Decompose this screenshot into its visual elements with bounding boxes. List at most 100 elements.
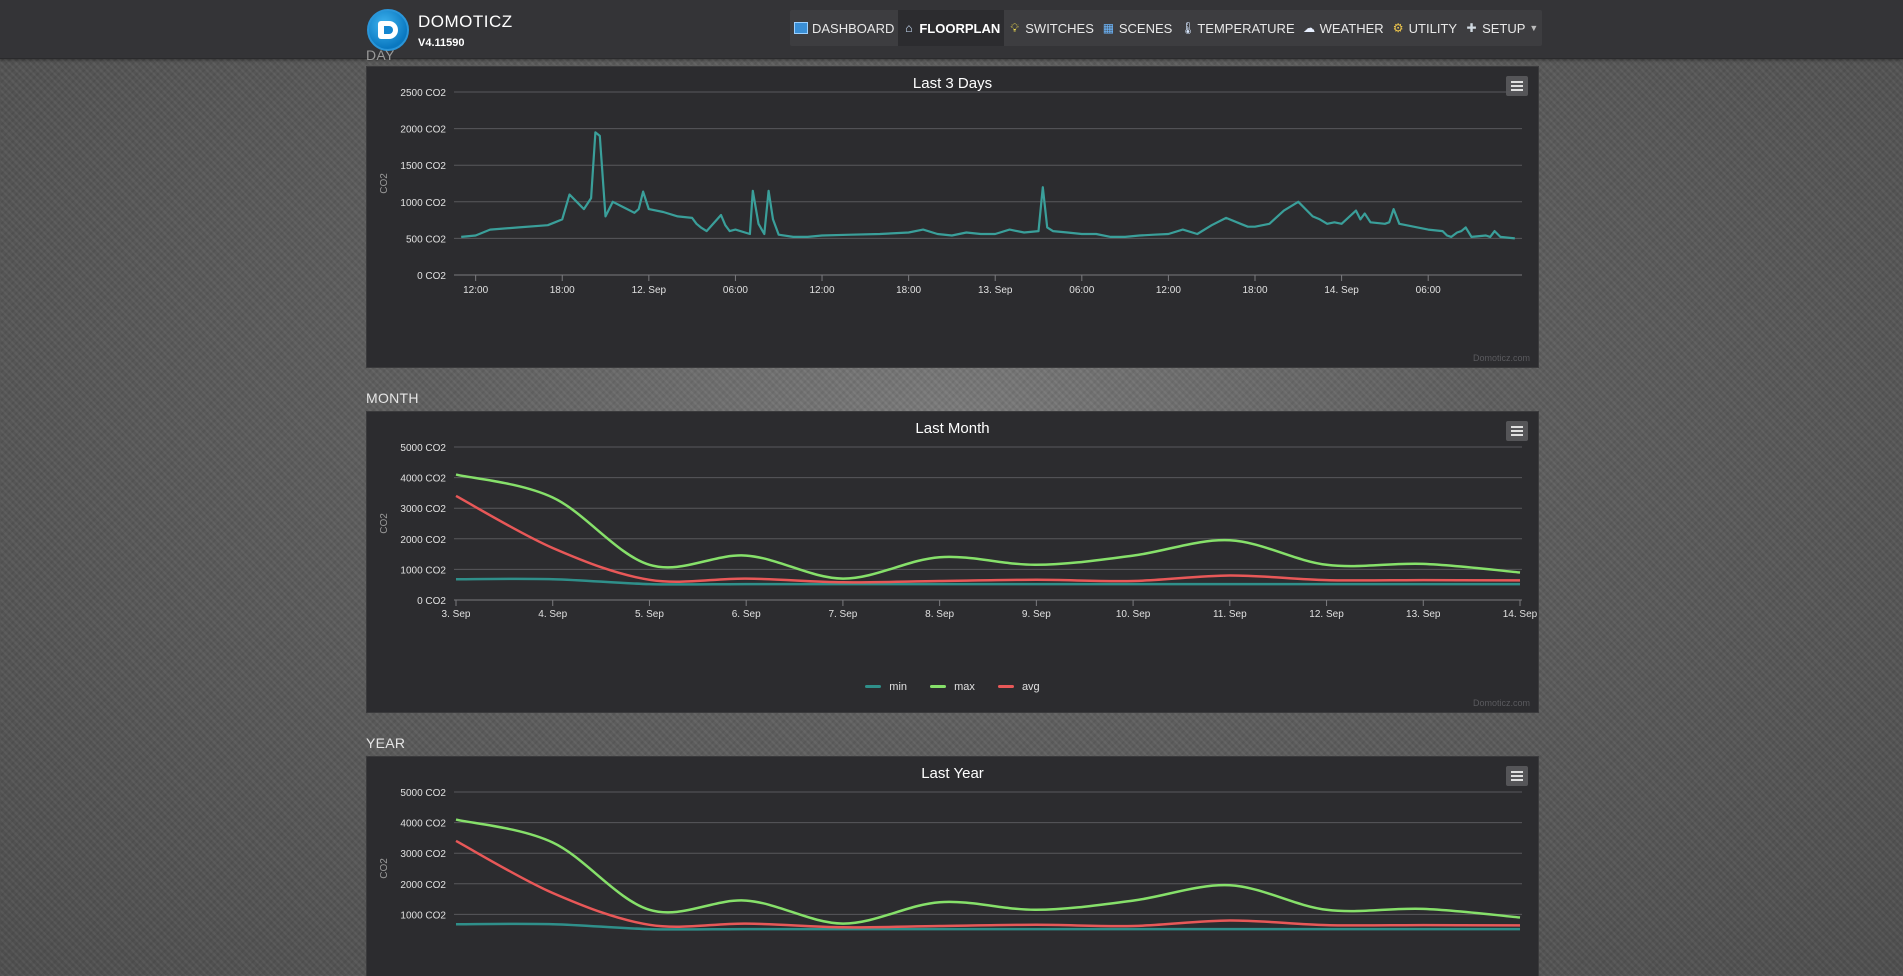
- legend-swatch: [930, 685, 947, 688]
- x-tick-label: 12:00: [1156, 285, 1181, 296]
- y-tick-label: 1000 CO2: [400, 910, 446, 921]
- y-tick-label: 2500 CO2: [400, 88, 446, 99]
- x-tick-label: 6. Sep: [732, 609, 761, 620]
- x-tick-label: 12:00: [463, 285, 488, 296]
- chart-legend: min max avg: [367, 679, 1538, 693]
- y-tick-label: 1000 CO2: [400, 198, 446, 209]
- nav-temperature[interactable]: 🌡︎ TEMPERATURE: [1176, 10, 1298, 46]
- x-tick-label: 06:00: [723, 285, 748, 296]
- x-tick-label: 9. Sep: [1022, 609, 1051, 620]
- nav-setup[interactable]: ✚ SETUP ▼: [1461, 10, 1542, 46]
- main-nav: DASHBOARD ⌂ FLOORPLAN 💡︎ SWITCHES ▦ SCEN…: [790, 10, 1543, 46]
- y-axis-label: CO2: [379, 513, 390, 534]
- credit-link[interactable]: Domoticz.com: [1472, 698, 1530, 708]
- x-tick-label: 11. Sep: [1213, 609, 1247, 620]
- y-tick-label: 1500 CO2: [400, 161, 446, 172]
- nav-utility[interactable]: ⚙ UTILITY: [1388, 10, 1461, 46]
- utility-icon: ⚙: [1392, 20, 1404, 35]
- legend-item-avg[interactable]: avg: [997, 681, 1040, 693]
- x-tick-label: 06:00: [1416, 285, 1441, 296]
- y-tick-label: 2000 CO2: [400, 880, 446, 891]
- nav-weather[interactable]: ☁ WEATHER: [1299, 10, 1388, 46]
- floorplan-icon: ⌂: [905, 20, 913, 35]
- chart-menu-button[interactable]: [1506, 766, 1528, 786]
- chart-month-svg: 0 CO2 1000 CO2 2000 CO2 3000 CO2 4000 CO2 500…: [379, 443, 1538, 620]
- thermometer-icon: 🌡︎: [1180, 20, 1196, 35]
- weather-icon: ☁: [1303, 20, 1316, 35]
- brand[interactable]: DOMOTICZ V4.11590: [367, 9, 513, 51]
- series-line-max: [455, 818, 1521, 925]
- chart-panel-month: Last Month 0 CO2 1000 CO2 2000 CO2 3000 CO2…: [366, 411, 1539, 713]
- y-tick-label: 3000 CO2: [400, 504, 446, 515]
- x-tick-label: 14. Sep: [1503, 609, 1538, 620]
- chevron-down-icon: ▼: [1529, 23, 1539, 33]
- y-tick-label: 2000 CO2: [400, 125, 446, 136]
- scenes-icon: ▦: [1102, 20, 1115, 35]
- chart-title: Last Month: [915, 420, 990, 437]
- lightbulb-icon: 💡︎: [1010, 20, 1019, 35]
- legend-item-max[interactable]: max: [930, 681, 975, 693]
- y-tick-label: 5000 CO2: [400, 788, 446, 799]
- nav-label: WEATHER: [1319, 20, 1384, 36]
- chart-title: Last 3 Days: [912, 75, 993, 92]
- chart-year-svg: 1000 CO2 2000 CO2 3000 CO2 4000 CO2 5000 CO2…: [379, 788, 1522, 931]
- x-tick-label: 12. Sep: [632, 285, 667, 296]
- chart-day-svg: 0 CO2 500 CO2 1000 CO2 1500 CO2 2000 CO2 2500…: [379, 88, 1522, 296]
- y-axis-label: CO2: [379, 173, 390, 194]
- domoticz-logo-icon: [367, 9, 409, 51]
- x-tick-label: 4. Sep: [538, 609, 567, 620]
- nav-label: TEMPERATURE: [1197, 20, 1295, 36]
- section-label-year: YEAR: [366, 735, 406, 751]
- y-tick-label: 4000 CO2: [400, 474, 446, 485]
- chart-panel-day: Last 3 Days 0 CO2 500 CO2 1000 CO2 1500 CO2…: [366, 66, 1539, 368]
- legend-swatch: [997, 685, 1014, 688]
- y-tick-label: 0 CO2: [417, 596, 446, 607]
- series-line-min: [455, 577, 1520, 586]
- x-tick-label: 7. Sep: [828, 609, 857, 620]
- nav-scenes[interactable]: ▦ SCENES: [1098, 10, 1176, 46]
- setup-icon: ✚: [1466, 20, 1477, 35]
- y-axis-label: CO2: [379, 858, 390, 879]
- nav-dashboard[interactable]: DASHBOARD: [790, 10, 898, 46]
- nav-switches[interactable]: 💡︎ SWITCHES: [1004, 10, 1098, 46]
- y-tick-label: 1000 CO2: [400, 565, 446, 576]
- y-tick-label: 3000 CO2: [400, 849, 446, 860]
- x-tick-label: 18:00: [1242, 285, 1267, 296]
- x-tick-label: 18:00: [896, 285, 921, 296]
- x-tick-label: 3. Sep: [442, 609, 471, 620]
- chart-menu-button[interactable]: [1506, 76, 1528, 96]
- legend-item-min[interactable]: min: [865, 681, 907, 693]
- x-tick-label: 8. Sep: [925, 609, 954, 620]
- x-tick-label: 12. Sep: [1309, 609, 1344, 620]
- x-tick-label: 10. Sep: [1116, 609, 1151, 620]
- x-tick-label: 18:00: [550, 285, 575, 296]
- y-tick-label: 500 CO2: [406, 234, 446, 245]
- credit-link[interactable]: Domoticz.com: [1472, 353, 1530, 363]
- legend-label: min: [889, 680, 908, 693]
- app-name: DOMOTICZ: [418, 11, 513, 31]
- legend-swatch: [865, 685, 882, 688]
- chart-menu-button[interactable]: [1506, 421, 1528, 441]
- series-line-min: [455, 922, 1520, 931]
- y-tick-label: 5000 CO2: [400, 443, 446, 454]
- x-tick-label: 5. Sep: [635, 609, 664, 620]
- nav-label: SETUP: [1482, 20, 1526, 36]
- nav-floorplan[interactable]: ⌂ FLOORPLAN: [898, 10, 1005, 46]
- y-tick-label: 4000 CO2: [400, 819, 446, 830]
- x-tick-label: 13. Sep: [978, 285, 1013, 296]
- dashboard-icon: [794, 22, 808, 34]
- nav-label: SWITCHES: [1025, 20, 1094, 36]
- series-line-co2: [461, 131, 1515, 240]
- series-line-max: [455, 473, 1521, 580]
- y-tick-label: 2000 CO2: [400, 535, 446, 546]
- chart-panel-year: Last Year 1000 CO2 2000 CO2 3000 CO2 4000 C…: [366, 756, 1539, 976]
- nav-label: SCENES: [1118, 20, 1173, 36]
- chart-title: Last Year: [921, 765, 984, 782]
- app-version: V4.11590: [418, 36, 465, 49]
- section-label-month: MONTH: [366, 390, 419, 406]
- section-label-day: DAY: [366, 47, 395, 63]
- nav-label: FLOORPLAN: [919, 20, 1001, 36]
- nav-label: UTILITY: [1408, 20, 1458, 36]
- legend-label: max: [954, 680, 975, 693]
- y-tick-label: 0 CO2: [417, 271, 446, 282]
